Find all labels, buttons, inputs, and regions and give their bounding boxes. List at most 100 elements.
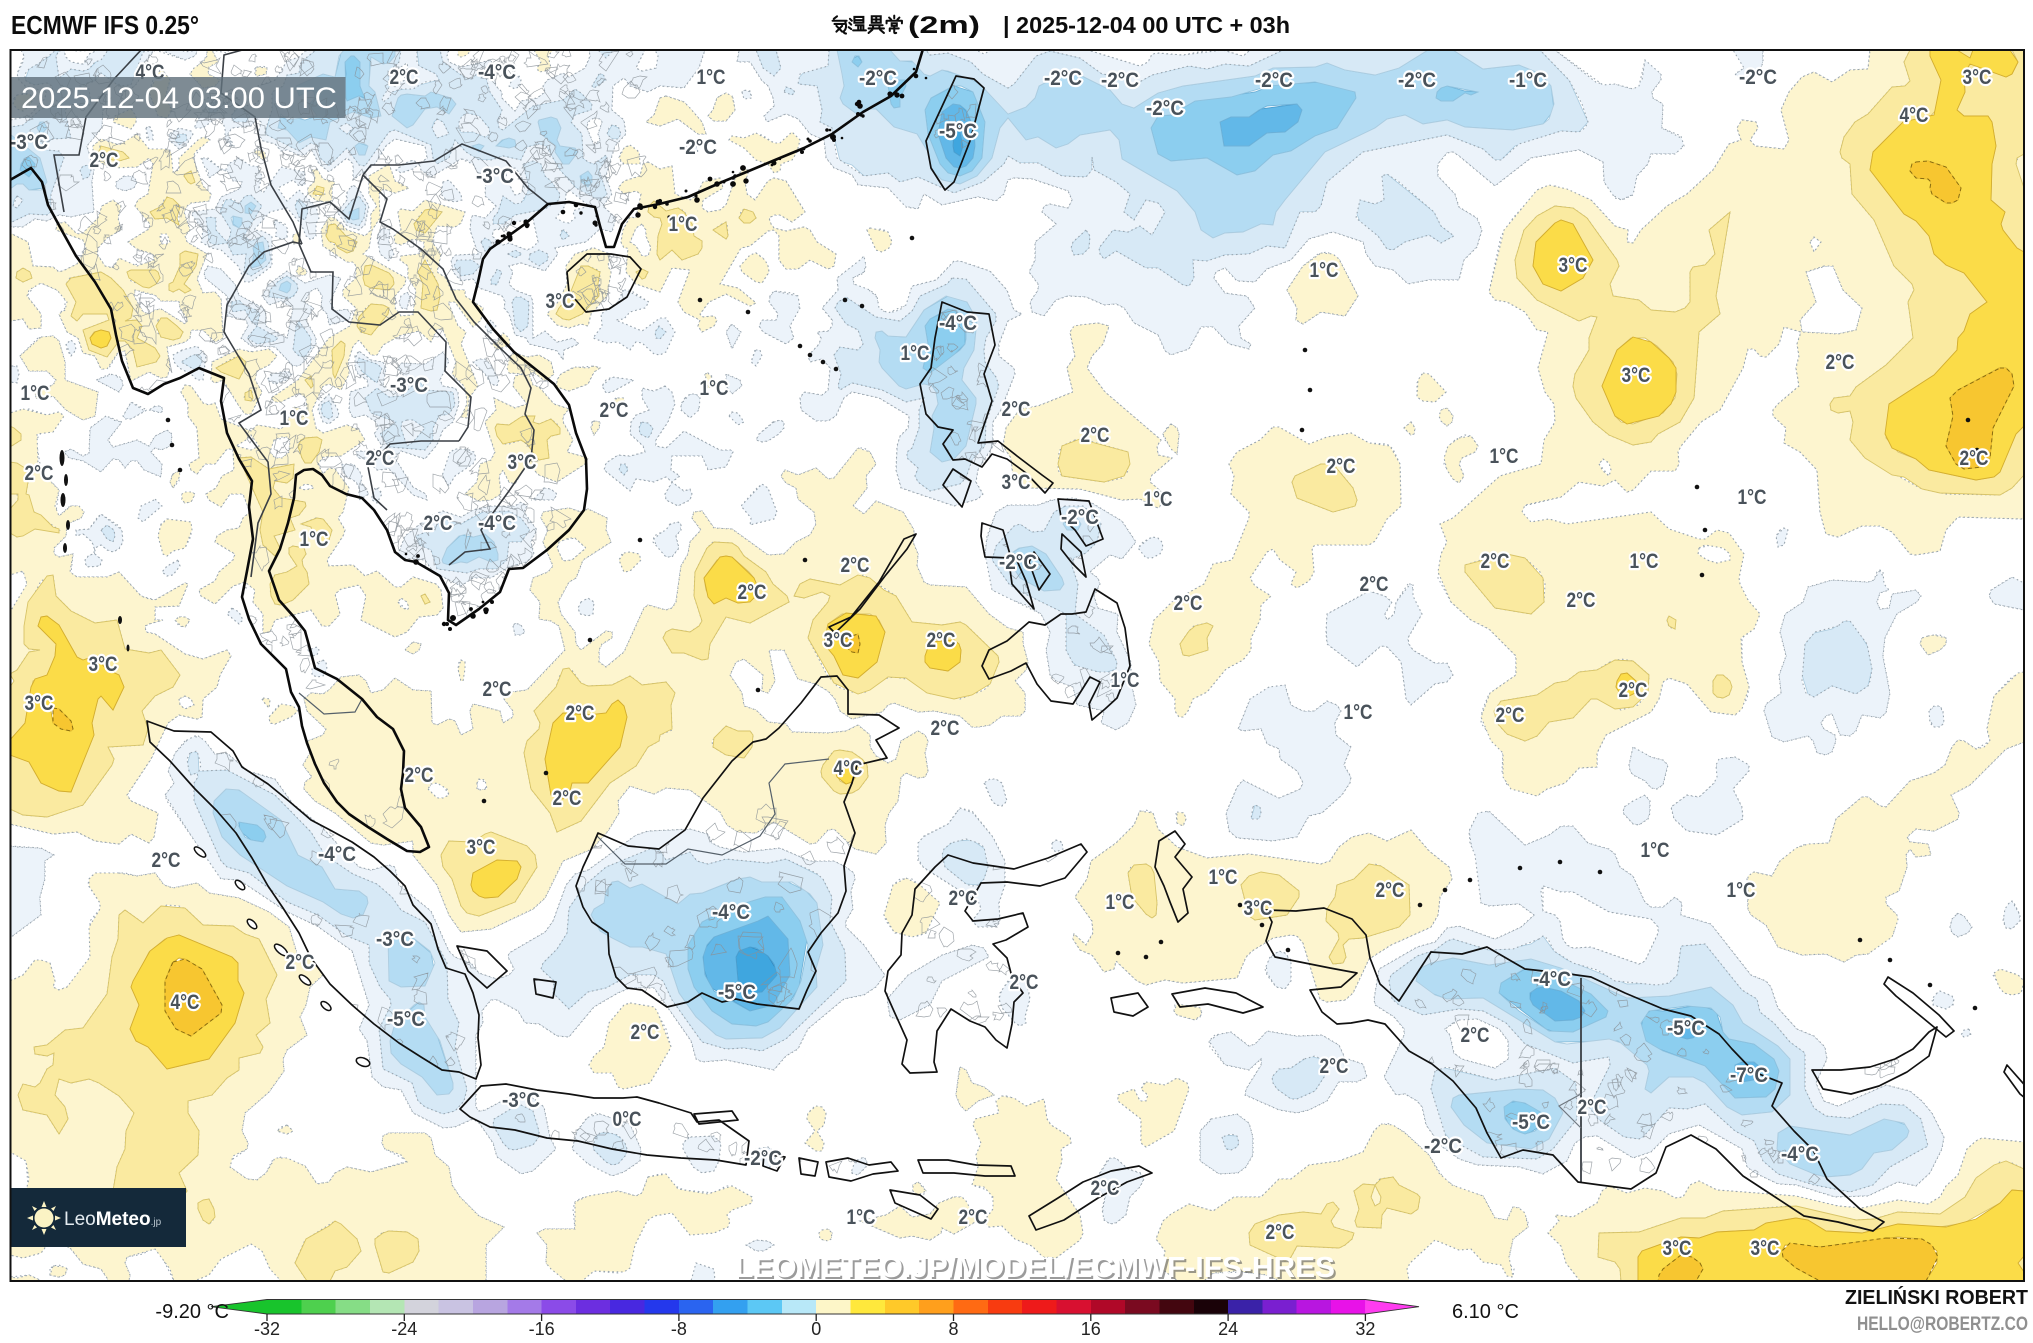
svg-text:-3°C: -3°C — [10, 131, 48, 154]
svg-text:-4°C: -4°C — [478, 61, 516, 84]
svg-text:2°C: 2°C — [1481, 550, 1510, 573]
svg-text:-2°C: -2°C — [1255, 69, 1293, 92]
svg-text:16: 16 — [1081, 1319, 1101, 1338]
svg-text:2°C: 2°C — [631, 1021, 660, 1044]
svg-text:2°C: 2°C — [1010, 971, 1039, 994]
svg-text:2°C: 2°C — [600, 399, 629, 422]
svg-text:1°C: 1°C — [21, 382, 50, 405]
svg-text:1°C: 1°C — [669, 213, 698, 236]
svg-text:1°C: 1°C — [700, 377, 729, 400]
svg-text:2°C: 2°C — [1376, 879, 1405, 902]
svg-text:2°C: 2°C — [1461, 1024, 1490, 1047]
svg-text:-2°C: -2°C — [1146, 97, 1184, 120]
svg-text:2°C: 2°C — [405, 764, 434, 787]
svg-text:2°C: 2°C — [1826, 351, 1855, 374]
svg-text:3°C: 3°C — [467, 836, 496, 859]
svg-text:2°C: 2°C — [949, 887, 978, 910]
svg-text:1°C: 1°C — [280, 407, 309, 430]
svg-text:1°C: 1°C — [1738, 486, 1767, 509]
svg-text:-4°C: -4°C — [478, 512, 516, 535]
svg-text:2°C: 2°C — [366, 447, 395, 470]
svg-text:0°C: 0°C — [613, 1108, 642, 1131]
svg-text:1°C: 1°C — [1344, 701, 1373, 724]
svg-text:-1°C: -1°C — [1509, 69, 1547, 92]
svg-text:2°C: 2°C — [25, 462, 54, 485]
svg-text:LEOMETEO.JP/MODEL/ECMWF-IFS-HR: LEOMETEO.JP/MODEL/ECMWF-IFS-HRES — [737, 1254, 1337, 1286]
svg-text:3°C: 3°C — [546, 290, 575, 313]
svg-text:1°C: 1°C — [697, 66, 726, 89]
svg-text:3°C: 3°C — [89, 653, 118, 676]
svg-text:-4°C: -4°C — [1781, 1143, 1819, 1166]
svg-text:-32: -32 — [254, 1319, 280, 1338]
svg-text:2°C: 2°C — [1496, 704, 1525, 727]
svg-text:1°C: 1°C — [1490, 445, 1519, 468]
svg-text:| 2025-12-04 00 UTC + 03h: | 2025-12-04 00 UTC + 03h — [1003, 12, 1290, 38]
svg-text:4°C: 4°C — [1900, 104, 1929, 127]
svg-text:LEOMETEO.JP/MODEL/ECMWF-IFS-HR: LEOMETEO.JP/MODEL/ECMWF-IFS-HRES — [735, 1252, 1335, 1284]
svg-text:-4°C: -4°C — [939, 312, 977, 335]
svg-text:8: 8 — [948, 1319, 958, 1338]
svg-text:1°C: 1°C — [1727, 879, 1756, 902]
svg-text:-5°C: -5°C — [939, 120, 977, 143]
svg-text:2°C: 2°C — [1960, 447, 1989, 470]
svg-text:-2°C: -2°C — [859, 67, 897, 90]
svg-text:-8: -8 — [671, 1319, 687, 1338]
svg-text:2°C: 2°C — [390, 66, 419, 89]
svg-text:-2°C: -2°C — [1101, 69, 1139, 92]
svg-text:-3°C: -3°C — [390, 374, 428, 397]
svg-text:3°C: 3°C — [508, 451, 537, 474]
svg-text:2°C: 2°C — [1002, 398, 1031, 421]
svg-text:-5°C: -5°C — [718, 981, 756, 1004]
svg-text:2°C: 2°C — [841, 554, 870, 577]
svg-text:4°C: 4°C — [171, 991, 200, 1014]
svg-text:2°C: 2°C — [959, 1206, 988, 1229]
svg-text:2°C: 2°C — [1578, 1096, 1607, 1119]
svg-text:3°C: 3°C — [1002, 471, 1031, 494]
svg-text:2°C: 2°C — [1091, 1177, 1120, 1200]
svg-text:(2m): (2m) — [908, 12, 980, 39]
svg-text:-3°C: -3°C — [502, 1089, 540, 1112]
svg-text:2°C: 2°C — [566, 702, 595, 725]
svg-text:-2°C: -2°C — [744, 1147, 782, 1170]
svg-text:0: 0 — [811, 1319, 821, 1338]
svg-text:3°C: 3°C — [1622, 364, 1651, 387]
svg-text:-16: -16 — [529, 1319, 555, 1338]
svg-text:1°C: 1°C — [1106, 891, 1135, 914]
svg-text:2°C: 2°C — [152, 849, 181, 872]
svg-text:3°C: 3°C — [1559, 254, 1588, 277]
svg-text:3°C: 3°C — [1751, 1237, 1780, 1260]
svg-text:3°C: 3°C — [1663, 1237, 1692, 1260]
svg-text:-24: -24 — [391, 1319, 417, 1338]
svg-text:-2°C: -2°C — [999, 551, 1037, 574]
svg-text:-2°C: -2°C — [1061, 506, 1099, 529]
svg-text:1°C: 1°C — [1209, 866, 1238, 889]
svg-text:2°C: 2°C — [1619, 679, 1648, 702]
svg-text:ZIELIŃSKI ROBERT: ZIELIŃSKI ROBERT — [1845, 1286, 2028, 1309]
svg-text:LeoMeteo.jp: LeoMeteo.jp — [64, 1209, 162, 1230]
svg-text:-2°C: -2°C — [1398, 69, 1436, 92]
svg-text:-4°C: -4°C — [1533, 968, 1571, 991]
svg-text:-5°C: -5°C — [1512, 1111, 1550, 1134]
svg-text:3°C: 3°C — [824, 629, 853, 652]
svg-text:2°C: 2°C — [1320, 1055, 1349, 1078]
svg-text:3°C: 3°C — [25, 692, 54, 715]
svg-text:1°C: 1°C — [1641, 839, 1670, 862]
svg-text:2°C: 2°C — [738, 581, 767, 604]
svg-text:2°C: 2°C — [1567, 589, 1596, 612]
svg-text:1°C: 1°C — [1144, 488, 1173, 511]
svg-text:2°C: 2°C — [483, 678, 512, 701]
svg-text:2°C: 2°C — [553, 787, 582, 810]
svg-text:-4°C: -4°C — [712, 901, 750, 924]
svg-text:4°C: 4°C — [834, 757, 863, 780]
svg-text:3°C: 3°C — [1244, 897, 1273, 920]
svg-text:2°C: 2°C — [1174, 592, 1203, 615]
svg-text:1°C: 1°C — [847, 1206, 876, 1229]
svg-text:-2°C: -2°C — [1739, 66, 1777, 89]
svg-text:32: 32 — [1355, 1319, 1375, 1338]
svg-text:2°C: 2°C — [1081, 424, 1110, 447]
svg-text:2°C: 2°C — [90, 149, 119, 172]
svg-text:-9.20 °C: -9.20 °C — [155, 1301, 229, 1323]
svg-text:-5°C: -5°C — [1667, 1017, 1705, 1040]
svg-text:1°C: 1°C — [300, 528, 329, 551]
svg-text:1°C: 1°C — [1111, 669, 1140, 692]
